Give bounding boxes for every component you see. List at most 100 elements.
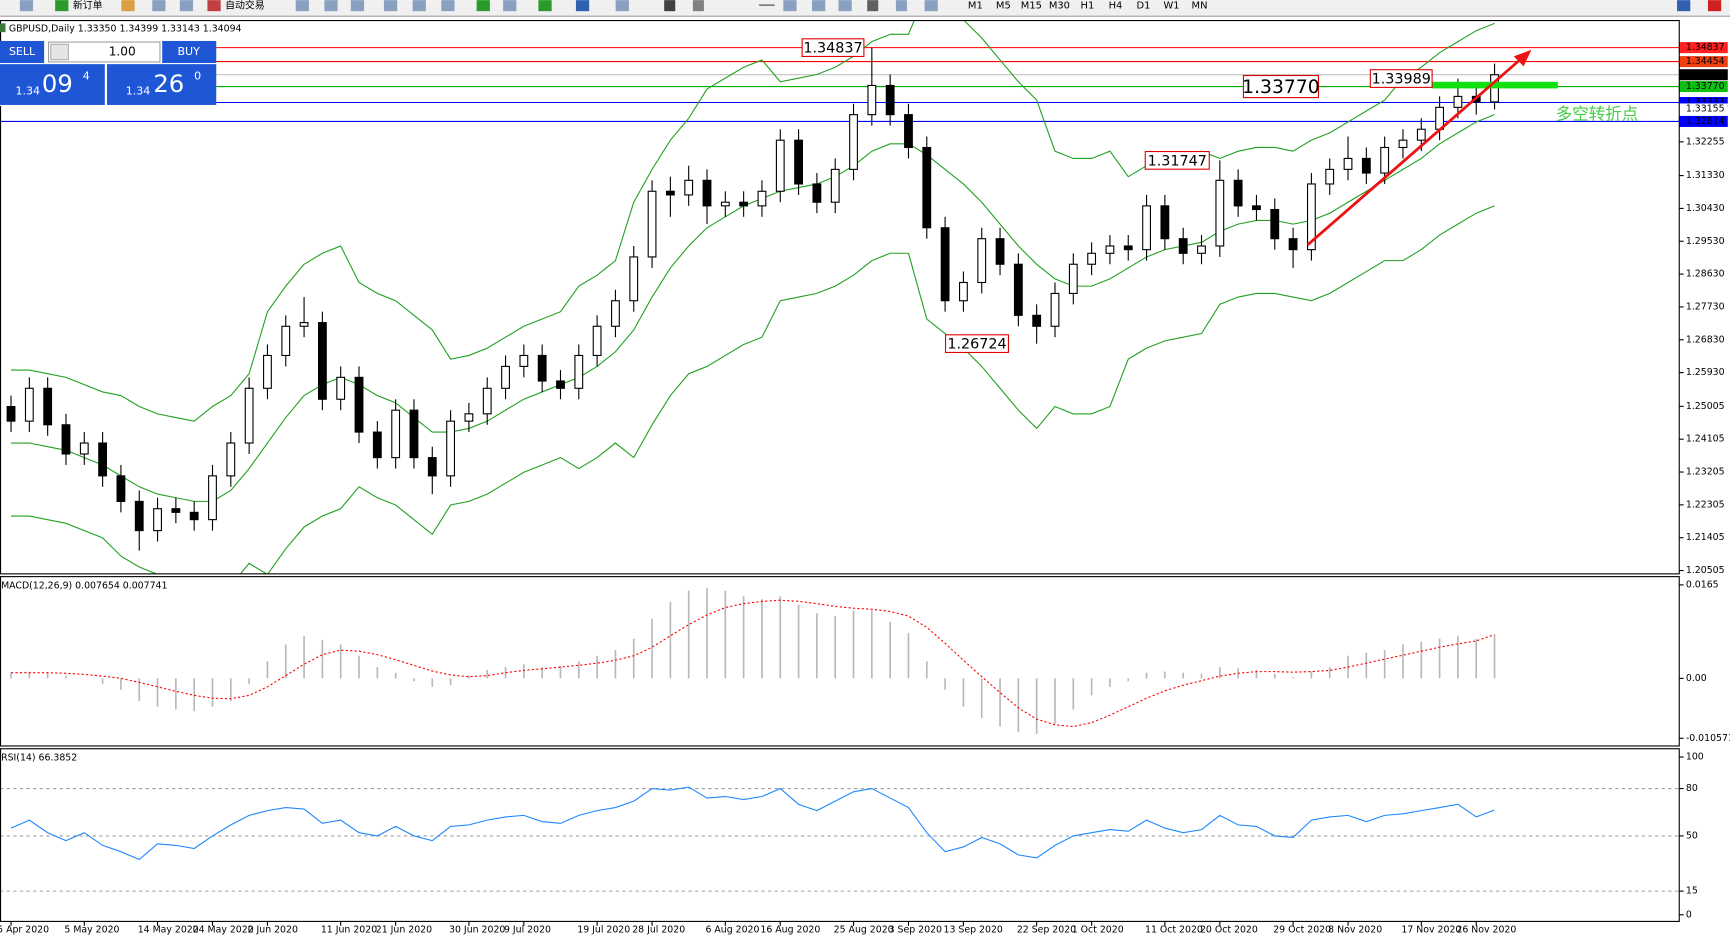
y-tick-label: 1.25005 — [1686, 401, 1725, 412]
candle-body — [684, 179, 694, 196]
x-tick-label: 16 Aug 2020 — [760, 925, 820, 936]
timeframe[interactable]: M1 — [968, 1, 983, 12]
candle-body — [116, 475, 126, 502]
x-tick-label: 1 Oct 2020 — [1072, 925, 1124, 936]
timeframe[interactable]: W1 — [1163, 1, 1179, 12]
auto-trading[interactable]: 自动交易 — [225, 0, 265, 12]
x-tick-label: 2 Jun 2020 — [248, 925, 298, 936]
bollinger-middle — [11, 114, 1495, 502]
candle-body — [1068, 263, 1078, 294]
sell-label[interactable]: SELL — [9, 45, 36, 58]
candle-body — [1105, 245, 1115, 254]
timeframe[interactable]: H4 — [1109, 1, 1123, 12]
candle-body — [867, 84, 877, 116]
timeframe[interactable]: D1 — [1137, 1, 1151, 12]
rsi-title: RSI(14) 66.3852 — [1, 753, 77, 764]
x-tick-label: 11 Oct 2020 — [1145, 925, 1203, 936]
candle-body — [171, 508, 181, 513]
bid-box[interactable] — [0, 64, 105, 105]
candle-body — [336, 376, 346, 400]
candle-body — [1306, 183, 1316, 251]
ask-big: 1.34 — [126, 85, 151, 98]
annotation-label: 1.33989 — [1372, 72, 1431, 88]
x-tick-label: 30 Jun 2020 — [449, 925, 505, 936]
buy-label[interactable]: BUY — [177, 45, 200, 58]
y-tick-label: 1.27730 — [1686, 301, 1725, 312]
timeframe[interactable]: M5 — [996, 1, 1011, 12]
candle-body — [611, 300, 620, 327]
candle-body — [629, 256, 639, 302]
candle-body — [665, 190, 675, 196]
candle-body — [134, 500, 144, 532]
candle-body — [959, 281, 968, 302]
y-tick-label: 1.30430 — [1686, 203, 1725, 214]
y-tick-label: 1.32255 — [1686, 136, 1725, 147]
level-tag-label: 1.34454 — [1686, 56, 1725, 67]
candle-body — [464, 413, 474, 422]
candle-body — [1325, 168, 1335, 185]
annotation-label: 1.33770 — [1242, 77, 1320, 98]
y-tick-label: 1.26830 — [1686, 334, 1725, 345]
candle-body — [647, 190, 657, 258]
candle-body — [1252, 205, 1261, 211]
candle-body — [1013, 263, 1023, 316]
volume-box[interactable] — [47, 41, 161, 63]
level-tag-label: 1.33333 — [1686, 97, 1725, 108]
toolbar-icons — [19, 0, 1722, 12]
candle-body — [153, 508, 162, 532]
candle-body — [1197, 245, 1206, 254]
candle-body — [720, 201, 730, 207]
timeframe[interactable]: MN — [1192, 1, 1208, 12]
trade-panel: SELL 1.00 BUY 1.34 09 4 1.34 26 0 — [0, 40, 217, 107]
timeframes: M1 M5 M15 M30 H1 H4 D1 W1 MN — [968, 1, 1208, 12]
x-tick-label: 9 Jul 2020 — [504, 925, 551, 936]
annotation-box — [944, 334, 1009, 354]
candle-body — [1416, 128, 1426, 141]
candle-body — [1361, 157, 1371, 174]
x-tick-label: 28 Jul 2020 — [632, 925, 685, 936]
bollinger-lower — [11, 205, 1495, 574]
y-tick-label: 1.21405 — [1686, 532, 1725, 543]
x-tick-label: 6 Aug 2020 — [705, 925, 759, 936]
x-tick-label: 13 Sep 2020 — [944, 925, 1003, 936]
candle-body — [940, 227, 950, 302]
level-tag — [1679, 115, 1728, 127]
x-tick-label: 20 Oct 2020 — [1200, 925, 1258, 936]
timeframe[interactable]: M30 — [1049, 1, 1070, 12]
annotation-label: 1.34837 — [803, 41, 862, 57]
axes: 1.32255 1.31330 1.30430 1.29530 1.28630 1.277… — [1679, 42, 1730, 920]
candle-body — [537, 354, 547, 382]
candle-body — [244, 387, 254, 444]
candle-body — [977, 238, 987, 284]
x-tick-label: 11 Jun 2020 — [321, 925, 377, 936]
y-tick-label: 15 — [1686, 886, 1698, 897]
annotation-label: 1.31747 — [1148, 153, 1207, 169]
level-tag — [1679, 69, 1728, 81]
level-tag — [1679, 81, 1728, 93]
new-order[interactable]: 新订单 — [73, 0, 103, 12]
y-tick-label: 50 — [1686, 830, 1698, 841]
candle-body — [1032, 314, 1042, 327]
y-tick-label: 1.28630 — [1686, 269, 1725, 280]
candle-body — [6, 405, 16, 422]
candle-body — [519, 354, 529, 367]
buy-button[interactable] — [162, 40, 217, 64]
volume-spin[interactable] — [50, 43, 69, 61]
candle-body — [372, 431, 382, 459]
y-tick-label: 0 — [1686, 909, 1692, 920]
candle-body — [830, 168, 840, 203]
sell-button[interactable] — [0, 40, 45, 64]
x-tick-label: 17 Nov 2020 — [1401, 925, 1461, 936]
x-tick-label: 25 Apr 2020 — [0, 925, 49, 936]
timeframe[interactable]: M15 — [1021, 1, 1042, 12]
level-tag — [1679, 56, 1728, 68]
candle-body — [1087, 252, 1097, 265]
candle-body — [409, 409, 419, 459]
y-tick-label: 1.22305 — [1686, 499, 1725, 510]
volume[interactable]: 1.00 — [109, 44, 136, 58]
rsi-pane — [0, 786, 1680, 892]
timeframe[interactable]: H1 — [1081, 1, 1095, 12]
candle-body — [79, 442, 89, 455]
ask-box[interactable] — [107, 64, 217, 105]
y-tick-label: 1.29530 — [1686, 236, 1725, 247]
